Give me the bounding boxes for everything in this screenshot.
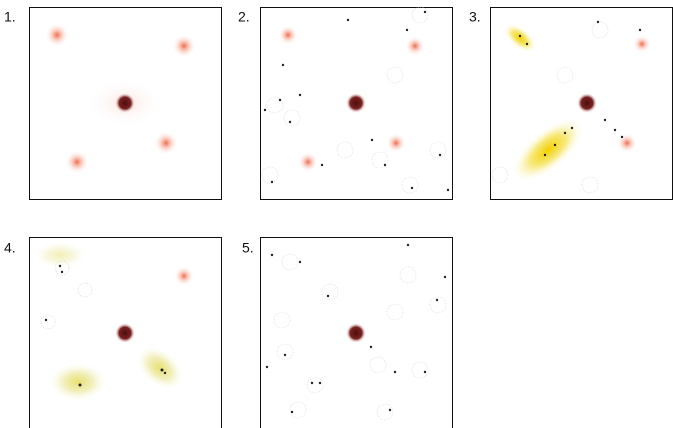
panel: 3.: [469, 8, 673, 200]
panel-label: 1.: [4, 9, 16, 25]
panel-label: 2.: [238, 9, 250, 25]
spot: [298, 152, 318, 172]
glow: [48, 362, 108, 402]
glow: [32, 241, 88, 269]
core: [346, 93, 366, 113]
spot: [386, 133, 406, 153]
spot: [172, 34, 196, 58]
spot: [617, 133, 637, 153]
panel-label: 3.: [469, 9, 481, 25]
core: [115, 93, 135, 113]
spot: [174, 266, 194, 286]
spot: [633, 35, 651, 53]
spot: [65, 150, 89, 174]
panel-label: 5.: [242, 240, 254, 256]
panel: 4.: [4, 238, 222, 428]
spot: [278, 25, 298, 45]
panel: 1.: [4, 8, 222, 200]
spot: [405, 36, 425, 56]
core: [115, 323, 135, 343]
spot: [45, 23, 69, 47]
panel: 2.: [238, 7, 453, 200]
core: [346, 323, 366, 343]
panel: 5.: [242, 238, 453, 428]
panel-label: 4.: [4, 240, 16, 256]
spot: [154, 131, 178, 155]
figure: 1. 2. 3.: [0, 0, 673, 428]
core: [577, 93, 597, 113]
